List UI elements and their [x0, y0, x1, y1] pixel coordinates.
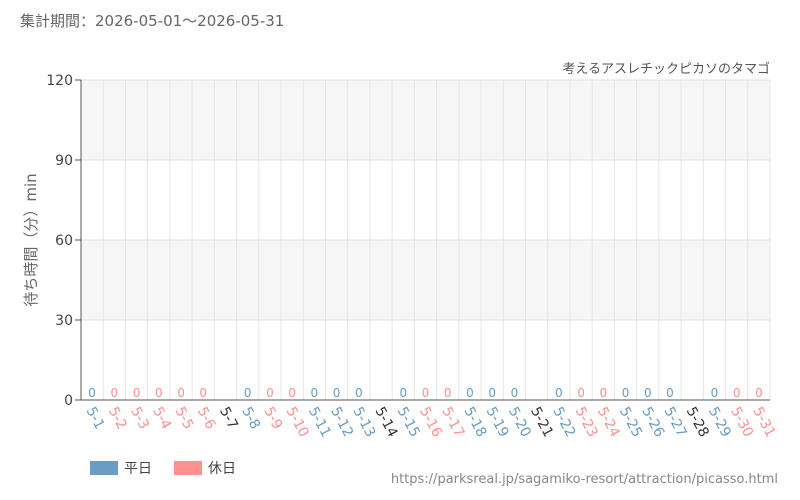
bar-value-label: 0 — [599, 386, 607, 400]
x-tick-label: 5-3 — [127, 404, 152, 432]
bar-value-label: 0 — [177, 386, 185, 400]
bar-value-label: 0 — [422, 386, 430, 400]
y-tick-label: 90 — [55, 153, 73, 169]
y-axis-label: 待ち時間（分）min — [22, 173, 40, 306]
x-tick-label: 5-5 — [171, 404, 196, 432]
x-tick-label: 5-4 — [149, 404, 174, 432]
x-tick-label: 5-1 — [83, 404, 108, 432]
bar-value-label: 0 — [622, 386, 630, 400]
bar-value-label: 0 — [88, 386, 96, 400]
bar-value-label: 0 — [133, 386, 141, 400]
bar-value-label: 0 — [266, 386, 274, 400]
legend-swatch-holiday — [174, 461, 202, 475]
bar-value-label: 0 — [555, 386, 563, 400]
x-tick-label: 5-8 — [238, 404, 263, 432]
bar-value-label: 0 — [733, 386, 741, 400]
x-tick-label: 5-31 — [749, 404, 778, 440]
bar-value-label: 0 — [355, 386, 363, 400]
legend-label-holiday: 休日 — [208, 461, 236, 477]
bar-value-label: 0 — [511, 386, 519, 400]
grid-band — [81, 240, 770, 320]
legend-label-weekday: 平日 — [124, 461, 152, 477]
y-tick-label: 60 — [55, 233, 73, 249]
bar-value-label: 0 — [155, 386, 163, 400]
bar-value-label: 0 — [666, 386, 674, 400]
bar-value-label: 0 — [333, 386, 341, 400]
background-bands — [81, 80, 770, 320]
x-tick-label: 5-6 — [194, 404, 219, 432]
chart-title: 考えるアスレチックピカソのタマゴ — [562, 62, 770, 77]
x-tick-label: 5-2 — [105, 404, 130, 432]
legend-item-weekday[interactable]: 平日 — [90, 458, 152, 478]
y-tick-label: 0 — [64, 393, 73, 409]
bar-value-label: 0 — [755, 386, 763, 400]
y-tick-label: 30 — [55, 313, 73, 329]
bar-value-label: 0 — [444, 386, 452, 400]
legend-item-holiday[interactable]: 休日 — [174, 458, 236, 478]
x-axis-ticks: 5-15-25-35-45-55-65-75-85-95-105-115-125… — [83, 404, 779, 440]
bar-value-label: 0 — [288, 386, 296, 400]
period-label: 集計期間：2026-05-01～2026-05-31 — [20, 12, 285, 30]
grid-lines — [80, 79, 771, 401]
x-tick-label: 5-7 — [216, 404, 241, 432]
bar-value-label: 0 — [311, 386, 319, 400]
bar-value-label: 0 — [577, 386, 585, 400]
bar-value-label: 0 — [488, 386, 496, 400]
x-tick-label: 5-9 — [260, 404, 285, 432]
y-axis-ticks: 0 30 60 90 120 — [46, 73, 81, 409]
bar-value-label: 0 — [466, 386, 474, 400]
legend: 平日 休日 — [90, 458, 258, 478]
bar-value-label: 0 — [644, 386, 652, 400]
bar-value-label: 0 — [711, 386, 719, 400]
bar-value-label: 0 — [199, 386, 207, 400]
bar-value-label: 0 — [244, 386, 252, 400]
bar-value-label: 0 — [111, 386, 119, 400]
legend-swatch-weekday — [90, 461, 118, 475]
bar-value-label: 0 — [399, 386, 407, 400]
source-url[interactable]: https://parksreal.jp/sagamiko-resort/att… — [390, 472, 778, 487]
grid-band — [81, 80, 770, 160]
y-tick-label: 120 — [46, 73, 73, 89]
